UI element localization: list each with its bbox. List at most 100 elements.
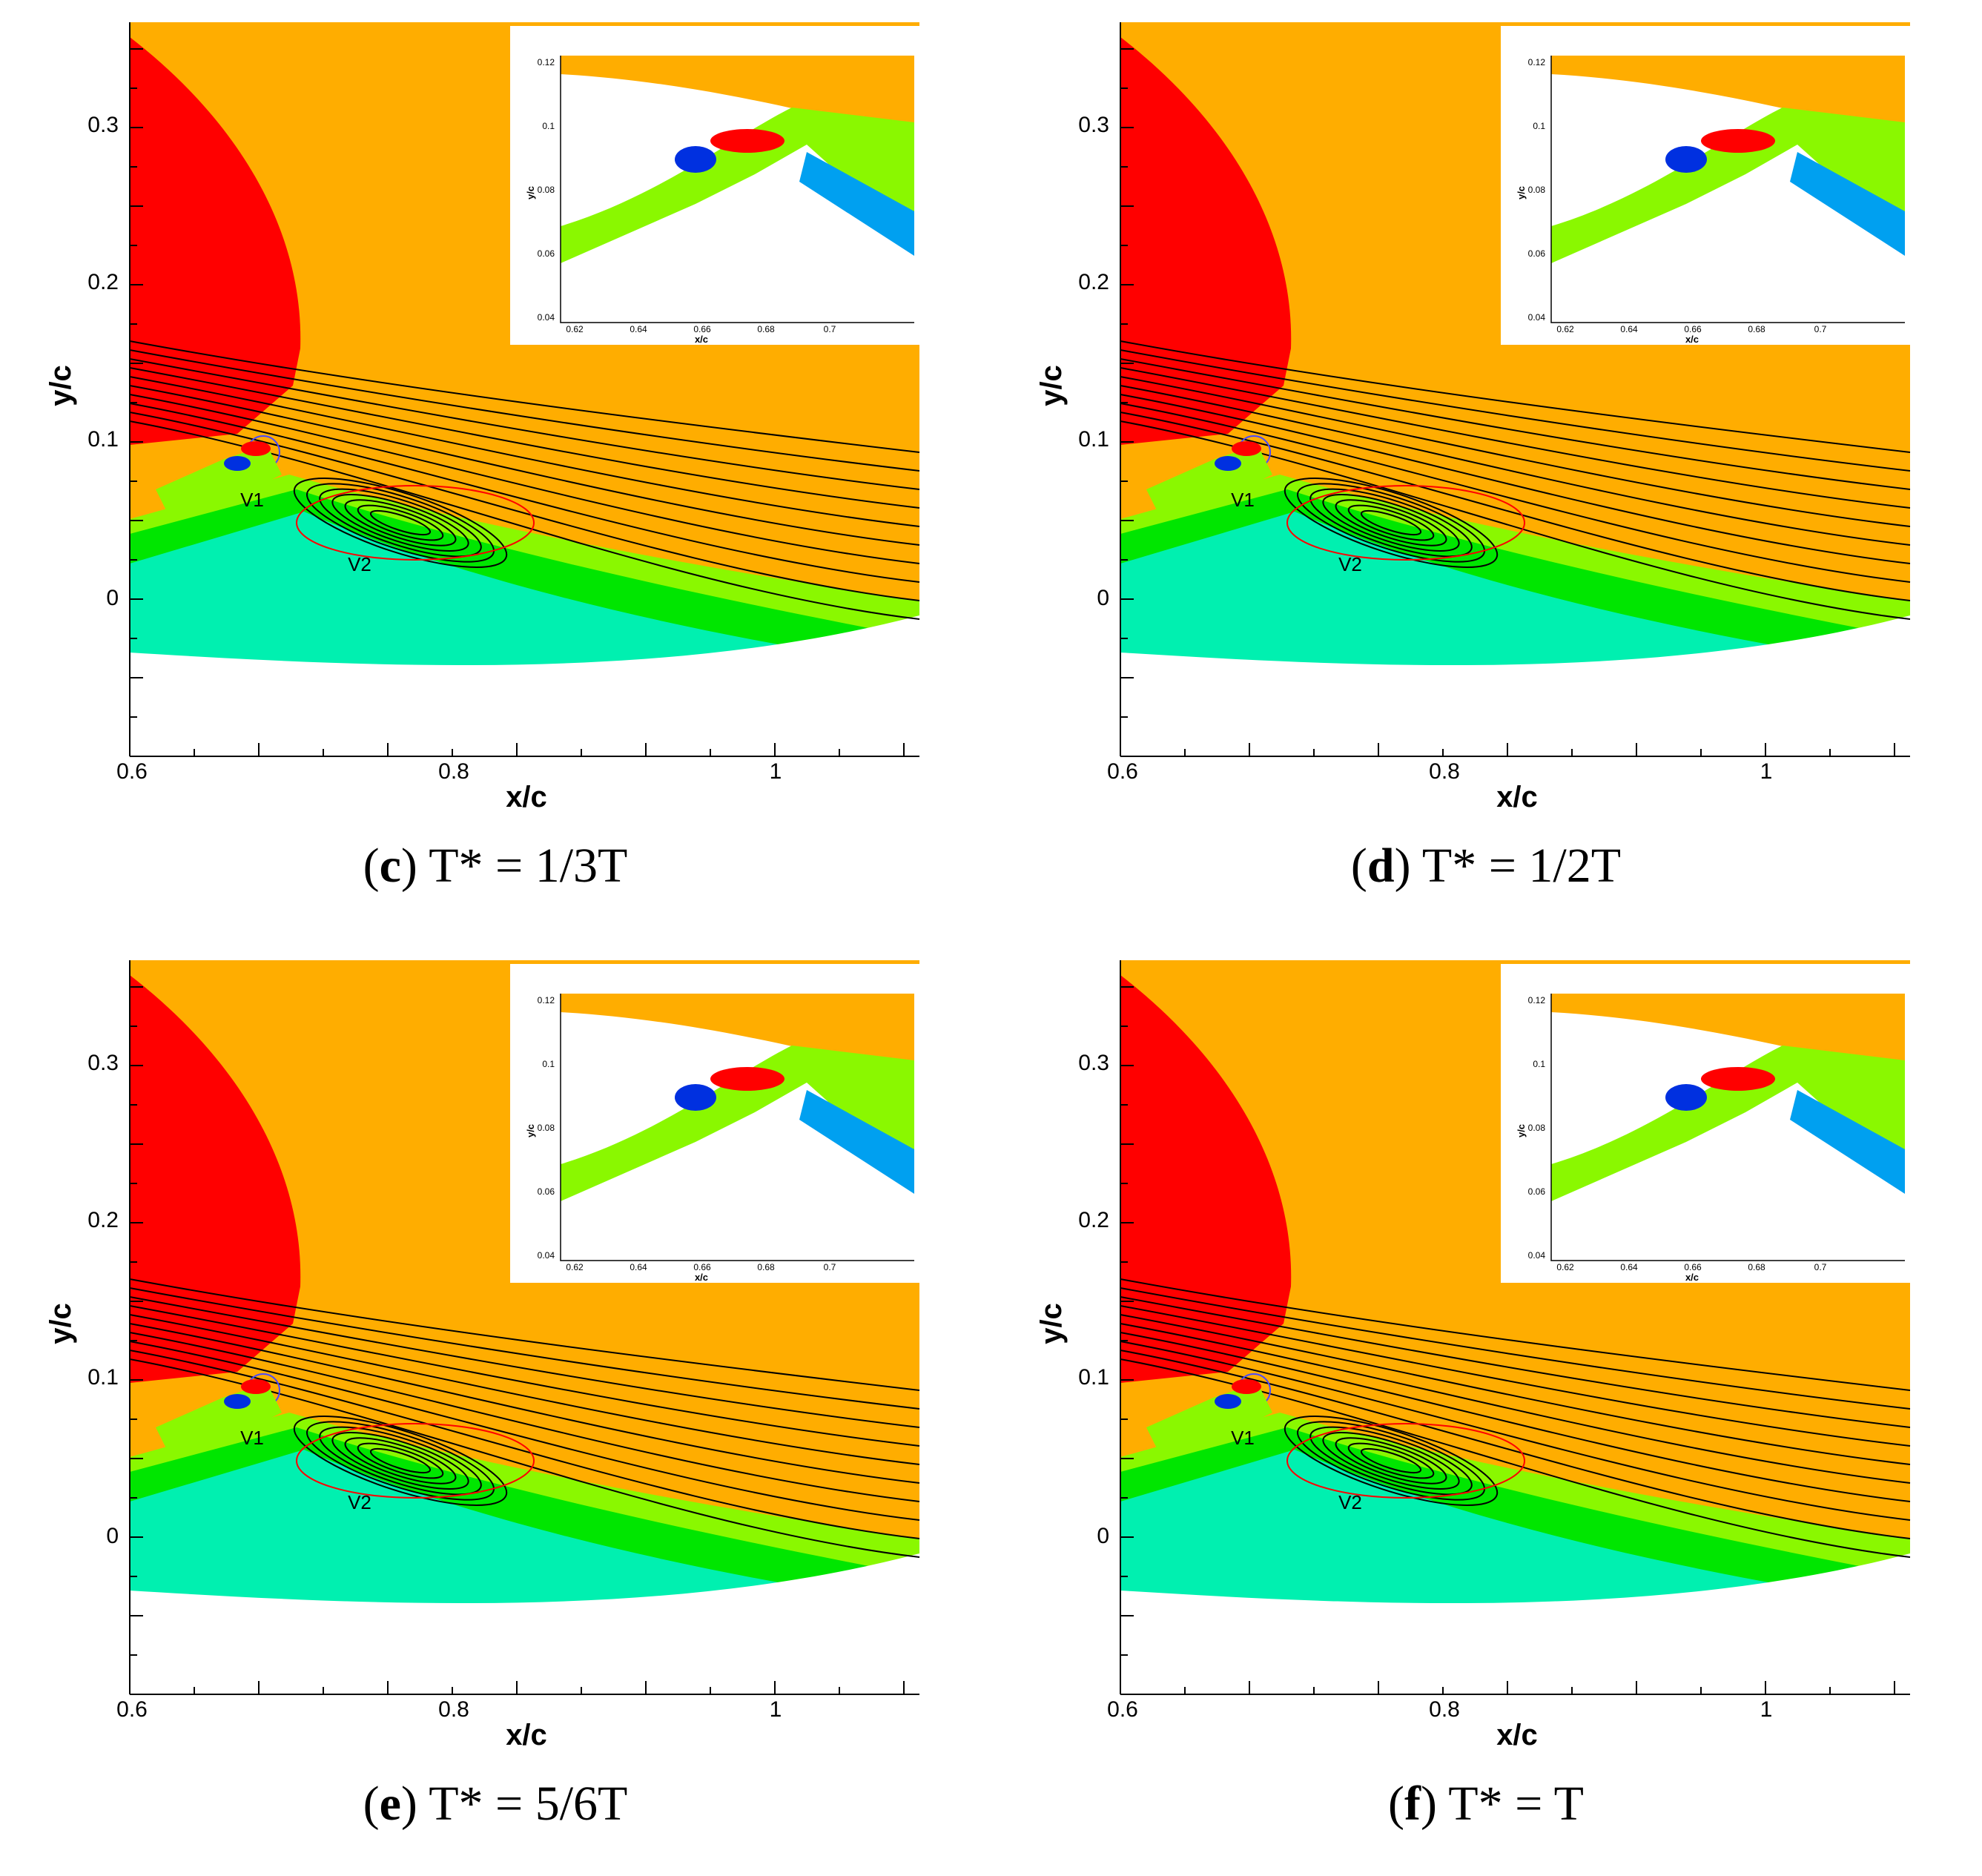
vortex-streamline [1322, 493, 1460, 552]
y-tick-0.1: 0.1 [1078, 427, 1109, 452]
inset-x-tick: 0.66 [1684, 324, 1702, 334]
vortex-streamline [331, 1431, 469, 1490]
streamline [1120, 1341, 1911, 1521]
inset-x-title: x/c [695, 334, 708, 345]
inset-y-tick: 0.08 [1528, 1123, 1546, 1133]
vortex-streamline [1335, 1437, 1447, 1484]
caption-letter: f [1404, 1777, 1421, 1831]
blob-red [241, 441, 271, 456]
y-tick-0: 0 [106, 1524, 119, 1548]
inset-x-tick: 0.68 [757, 324, 775, 334]
streamline [129, 1332, 920, 1502]
y-tick-0.1: 0.1 [87, 427, 119, 452]
vortex-streamline [1309, 1426, 1473, 1496]
y-axis-title: y/c [1035, 365, 1068, 406]
vortex-streamline [319, 488, 482, 558]
x-axis-title: x/c [1496, 1719, 1538, 1746]
vortex-streamline [344, 1437, 457, 1484]
y-tick-0.1: 0.1 [87, 1365, 119, 1390]
streamline [129, 1314, 920, 1465]
inset-y-tick: 0.06 [1528, 1186, 1546, 1197]
inset-red-blob [710, 129, 784, 153]
streamline [1120, 349, 1911, 472]
streamline [1120, 1358, 1911, 1558]
supersonic-region [1120, 975, 1292, 1383]
inset-axes [560, 994, 914, 1261]
streamline [129, 394, 920, 564]
inset-x-tick: 0.68 [757, 1262, 775, 1272]
panel-c: y/c x/c 0.3 0.2 0.1 0 0.6 0.8 1 V1 V2 0.… [0, 0, 991, 938]
y-tick-0.3: 0.3 [1078, 113, 1109, 137]
inset-blue-blob [675, 1084, 716, 1111]
label-v2: V2 [348, 553, 371, 575]
label-v1: V1 [240, 1427, 264, 1449]
inset-blue-blob [1665, 146, 1707, 173]
inset-x-title: x/c [1685, 1272, 1699, 1283]
vortex-streamline [1335, 499, 1447, 546]
x-tick-1: 1 [770, 759, 782, 784]
x-axis-title: x/c [506, 781, 547, 808]
label-v1: V1 [240, 489, 264, 511]
supersonic-region [130, 975, 301, 1383]
y-tick-0: 0 [1097, 1524, 1109, 1548]
y-tick-0.3: 0.3 [1078, 1051, 1109, 1075]
inset-x-tick: 0.62 [1556, 1262, 1574, 1272]
vortex-streamline [1347, 1442, 1435, 1479]
panel-f-plot: y/c x/c 0.3 0.2 0.1 0 0.6 0.8 1 V1 V2 0.… [1035, 960, 1912, 1746]
y-tick-0: 0 [1097, 586, 1109, 610]
streamline [1120, 1278, 1911, 1391]
streamline [129, 1305, 920, 1447]
vortex-streamline [331, 493, 469, 552]
streamline [1120, 1323, 1911, 1484]
panel-e: y/c x/c 0.3 0.2 0.1 0 0.6 0.8 1 V1 V2 0.… [0, 938, 991, 1876]
vortex-streamline [305, 483, 495, 563]
inset-x-title: x/c [695, 1272, 708, 1283]
inset-y-tick: 0.08 [538, 185, 555, 195]
streamline [1120, 1332, 1911, 1502]
inset-y-tick: 0.08 [1528, 185, 1546, 195]
y-tick-0.3: 0.3 [87, 113, 119, 137]
y-axis-title: y/c [1035, 1303, 1068, 1344]
vortex-streamline [344, 499, 457, 546]
inset-x-tick: 0.7 [1814, 1262, 1827, 1272]
inset-y-tick: 0.04 [538, 312, 555, 323]
y-tick-0.2: 0.2 [1078, 1208, 1109, 1232]
inset-blue-blob [1665, 1084, 1707, 1111]
inset-x-tick: 0.64 [630, 324, 647, 334]
streamline [129, 340, 920, 453]
y-tick-0.2: 0.2 [1078, 270, 1109, 294]
streamline [129, 1278, 920, 1391]
supersonic-region [130, 37, 301, 445]
inset: 0.12 0.1 0.08 0.06 0.04 0.62 0.64 0.66 0… [1501, 26, 1912, 345]
streamline [129, 385, 920, 546]
vortex-streamline [293, 1416, 508, 1506]
x-tick-0.8: 0.8 [1429, 759, 1460, 784]
x-tick-0.8: 0.8 [438, 759, 469, 784]
inset: 0.12 0.1 0.08 0.06 0.04 0.62 0.64 0.66 0… [510, 26, 922, 345]
vortex-streamline [369, 509, 432, 536]
streamline [1120, 367, 1911, 509]
lower-region [1120, 615, 1910, 756]
inset-x-tick: 0.7 [824, 324, 836, 334]
inset-red-blob [710, 1067, 784, 1091]
x-tick-0.6: 0.6 [1107, 759, 1138, 784]
inset-y-tick: 0.1 [1533, 1059, 1545, 1069]
streamline [129, 1358, 920, 1558]
vortex-v2-ring [1286, 485, 1525, 561]
vortex-streamline [1296, 1421, 1486, 1501]
inset-blue [1790, 1090, 1905, 1194]
vortex-streamline [1296, 483, 1486, 563]
caption-d: (d) T* = 1/2T [1350, 839, 1622, 893]
panel-d: y/c x/c 0.3 0.2 0.1 0 0.6 0.8 1 V1 V2 0.… [991, 0, 1981, 938]
x-tick-0.8: 0.8 [438, 1697, 469, 1722]
y-axis-title: y/c [44, 1303, 77, 1344]
inset-x-tick: 0.68 [1748, 1262, 1765, 1272]
label-v1: V1 [1231, 489, 1255, 511]
y-tick-0.2: 0.2 [87, 270, 119, 294]
vortex-v2-ring [296, 485, 535, 561]
inset-blue-blob [675, 146, 716, 173]
streamline [1120, 1305, 1911, 1447]
inset-x-tick: 0.62 [1556, 324, 1574, 334]
label-v2: V2 [1338, 1491, 1362, 1513]
inset-x-tick: 0.68 [1748, 324, 1765, 334]
